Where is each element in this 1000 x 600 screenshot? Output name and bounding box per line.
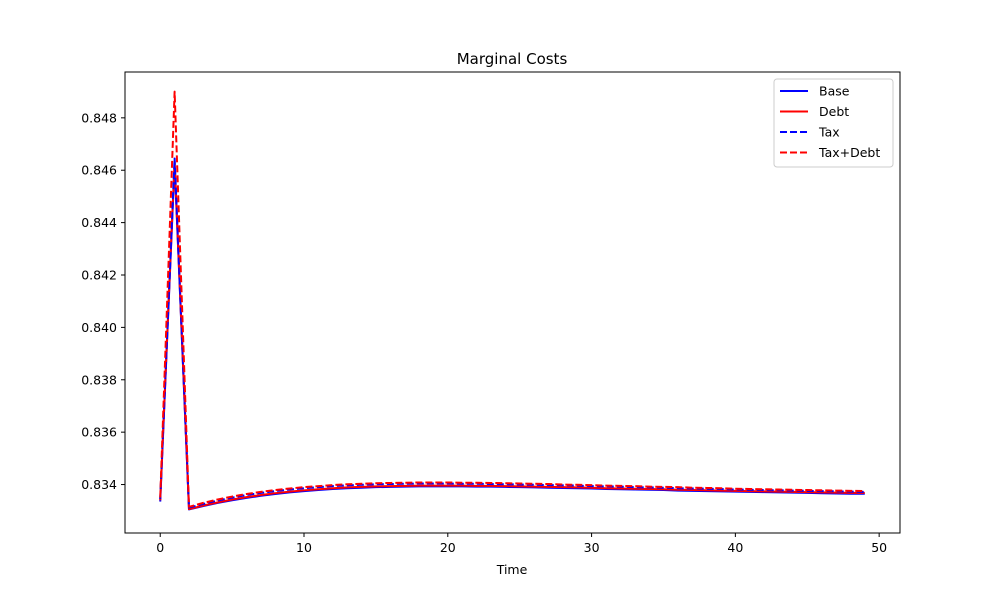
legend-label-base: Base [819, 84, 850, 99]
y-tick-label: 0.848 [81, 110, 117, 125]
legend: Base Debt Tax Tax+Debt [773, 78, 894, 168]
legend-label-tax-debt: Tax+Debt [818, 145, 880, 160]
x-tick-label: 40 [727, 540, 743, 555]
y-axis-ticks: 0.834 0.836 0.838 0.840 0.842 0.844 0.846 0.848 [81, 110, 125, 492]
legend-entries: Base Debt Tax Tax+Debt [780, 84, 880, 160]
x-axis-ticks: 0 10 20 30 40 50 [156, 533, 887, 555]
legend-label-tax: Tax [818, 125, 840, 140]
x-tick-label: 0 [156, 540, 164, 555]
y-tick-label: 0.834 [81, 477, 117, 492]
y-tick-label: 0.846 [81, 163, 117, 178]
y-tick-label: 0.840 [81, 320, 117, 335]
series-line-debt [159, 160, 865, 511]
x-tick-label: 10 [296, 540, 312, 555]
y-tick-label: 0.842 [81, 267, 117, 282]
x-tick-label: 20 [440, 540, 456, 555]
chart-title: Marginal Costs [457, 50, 568, 68]
x-axis-label: Time [496, 562, 528, 577]
x-tick-label: 50 [871, 540, 887, 555]
plot-frame [124, 71, 901, 534]
series-layer [159, 90, 865, 511]
y-tick-label: 0.838 [81, 372, 117, 387]
x-tick-label: 30 [584, 540, 600, 555]
legend-label-debt: Debt [819, 104, 849, 119]
y-tick-label: 0.836 [81, 425, 117, 440]
legend-frame [773, 78, 894, 168]
y-tick-label: 0.844 [81, 215, 117, 230]
series-line-tax-debt [159, 90, 865, 508]
